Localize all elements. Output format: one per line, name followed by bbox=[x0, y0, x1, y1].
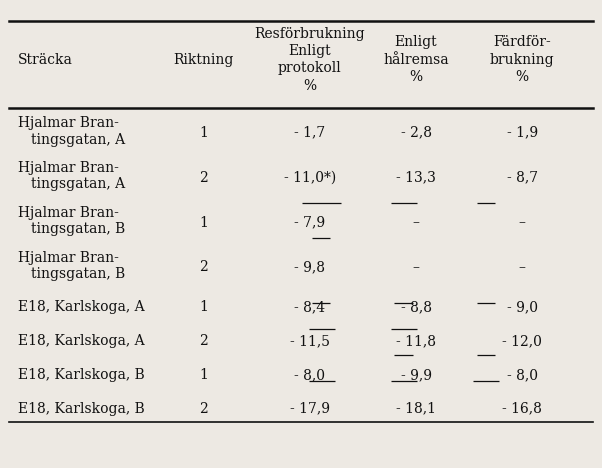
Text: - 8,7: - 8,7 bbox=[507, 171, 538, 184]
Text: –: – bbox=[519, 261, 526, 274]
Text: 1: 1 bbox=[199, 368, 208, 382]
Text: - 8,0: - 8,0 bbox=[507, 368, 538, 382]
Text: Resförbrukning
Enligt
protokoll
%: Resförbrukning Enligt protokoll % bbox=[255, 27, 365, 93]
Text: E18, Karlskoga, B: E18, Karlskoga, B bbox=[18, 368, 144, 382]
Text: - 11,5: - 11,5 bbox=[290, 334, 330, 348]
Text: 2: 2 bbox=[199, 402, 208, 416]
Text: - 8,4: - 8,4 bbox=[294, 300, 326, 314]
Text: 2: 2 bbox=[199, 334, 208, 348]
Text: - 12,0: - 12,0 bbox=[502, 334, 542, 348]
Text: tingsgatan, B: tingsgatan, B bbox=[31, 222, 125, 236]
Text: - 16,8: - 16,8 bbox=[502, 402, 542, 416]
Text: - 7,9: - 7,9 bbox=[294, 216, 326, 229]
Text: –: – bbox=[412, 216, 420, 229]
Text: - 9,0: - 9,0 bbox=[507, 300, 538, 314]
Text: - 11,8: - 11,8 bbox=[396, 334, 436, 348]
Text: Hjalmar Bran-: Hjalmar Bran- bbox=[18, 206, 119, 220]
Text: –: – bbox=[412, 261, 420, 274]
Text: tingsgatan, B: tingsgatan, B bbox=[31, 267, 125, 281]
Text: - 9,8: - 9,8 bbox=[294, 261, 325, 274]
Text: Färdför-
brukning
%: Färdför- brukning % bbox=[490, 36, 554, 84]
Text: - 11,0*): - 11,0*) bbox=[284, 171, 336, 184]
Text: tingsgatan, A: tingsgatan, A bbox=[31, 177, 125, 191]
Text: –: – bbox=[519, 216, 526, 229]
Text: E18, Karlskoga, A: E18, Karlskoga, A bbox=[18, 300, 144, 314]
Text: - 13,3: - 13,3 bbox=[396, 171, 436, 184]
Text: - 8,8: - 8,8 bbox=[400, 300, 432, 314]
Text: 2: 2 bbox=[199, 261, 208, 274]
Text: Hjalmar Bran-: Hjalmar Bran- bbox=[18, 161, 119, 176]
Text: - 9,9: - 9,9 bbox=[400, 368, 432, 382]
Text: Riktning: Riktning bbox=[173, 53, 234, 67]
Text: - 18,1: - 18,1 bbox=[396, 402, 436, 416]
Text: Sträcka: Sträcka bbox=[18, 53, 73, 67]
Text: tingsgatan, A: tingsgatan, A bbox=[31, 132, 125, 146]
Text: 1: 1 bbox=[199, 300, 208, 314]
Text: E18, Karlskoga, B: E18, Karlskoga, B bbox=[18, 402, 144, 416]
Text: Enligt
hålremsa
%: Enligt hålremsa % bbox=[383, 36, 449, 84]
Text: - 2,8: - 2,8 bbox=[400, 125, 432, 139]
Text: Hjalmar Bran-: Hjalmar Bran- bbox=[18, 117, 119, 131]
Text: - 17,9: - 17,9 bbox=[290, 402, 330, 416]
Text: - 8,0: - 8,0 bbox=[294, 368, 325, 382]
Text: E18, Karlskoga, A: E18, Karlskoga, A bbox=[18, 334, 144, 348]
Text: 2: 2 bbox=[199, 171, 208, 184]
Text: - 1,7: - 1,7 bbox=[294, 125, 326, 139]
Text: 1: 1 bbox=[199, 216, 208, 229]
Text: 1: 1 bbox=[199, 125, 208, 139]
Text: - 1,9: - 1,9 bbox=[507, 125, 538, 139]
Text: Hjalmar Bran-: Hjalmar Bran- bbox=[18, 251, 119, 265]
